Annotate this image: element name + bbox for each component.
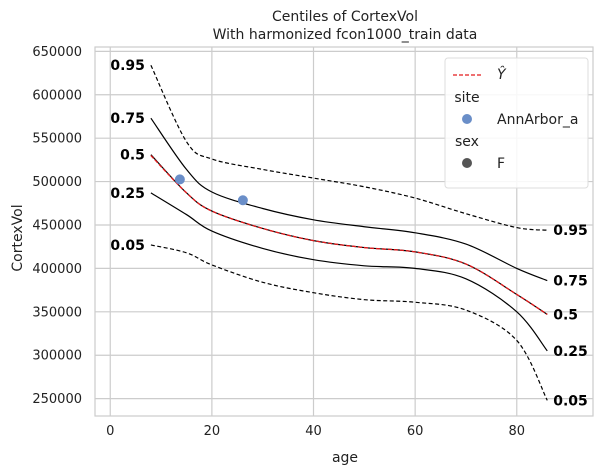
centile-label-right: 0.25 bbox=[553, 344, 588, 360]
centile-label-right: 0.5 bbox=[553, 307, 578, 323]
x-tick-label: 80 bbox=[509, 424, 526, 439]
legend-box bbox=[444, 57, 589, 189]
centile-line-0.05 bbox=[150, 244, 548, 401]
y-tick-label: 550000 bbox=[32, 132, 82, 147]
legend-sex-title: sex bbox=[455, 134, 479, 150]
y-tick-label: 600000 bbox=[32, 88, 82, 103]
chart-subtitle: With harmonized fcon1000_train data bbox=[213, 27, 478, 43]
y-tick-label: 350000 bbox=[32, 305, 82, 320]
legend: Ŷ site AnnArbor_a sex F bbox=[444, 57, 589, 189]
centile-label-right: 0.75 bbox=[553, 274, 588, 290]
y-tick-label: 450000 bbox=[32, 218, 82, 233]
centile-curves bbox=[150, 64, 548, 401]
centile-label-right: 0.95 bbox=[553, 223, 588, 239]
y-axis-label: CortexVol bbox=[10, 204, 26, 271]
y-tick-label: 300000 bbox=[32, 349, 82, 364]
centile-label-left: 0.95 bbox=[110, 58, 145, 74]
x-tick-label: 40 bbox=[305, 424, 322, 439]
chart-title: Centiles of CortexVol bbox=[272, 9, 418, 25]
legend-site-entry: AnnArbor_a bbox=[497, 112, 578, 128]
centile-label-left: 0.75 bbox=[110, 111, 145, 127]
legend-yhat-label: Ŷ bbox=[497, 65, 507, 83]
centile-line-0.25 bbox=[150, 192, 548, 352]
centile-labels: 0.95 0.75 0.5 0.25 0.05 0.95 0.75 0.5 0.25 0.05 bbox=[110, 58, 587, 409]
legend-sex-entry: F bbox=[497, 156, 505, 172]
data-point bbox=[237, 195, 248, 206]
centile-label-left: 0.5 bbox=[120, 148, 145, 164]
x-tick-label: 20 bbox=[204, 424, 221, 439]
y-tick-label: 650000 bbox=[32, 45, 82, 60]
centile-label-right: 0.05 bbox=[553, 393, 588, 409]
x-tick-label: 60 bbox=[407, 424, 424, 439]
prediction-line bbox=[150, 155, 548, 315]
x-tick-label: 0 bbox=[106, 424, 114, 439]
y-tick-label: 400000 bbox=[32, 262, 82, 277]
centile-label-left: 0.25 bbox=[110, 186, 145, 202]
data-points bbox=[174, 174, 248, 206]
plot-frame bbox=[94, 46, 594, 417]
centile-label-left: 0.05 bbox=[110, 238, 145, 254]
data-point bbox=[174, 174, 185, 185]
x-axis-label: age bbox=[332, 450, 358, 466]
legend-sex-marker bbox=[462, 158, 472, 168]
axis-ticks: 0 20 40 60 80 250000 300000 350000 400000 450000 5… bbox=[32, 45, 525, 439]
legend-site-title: site bbox=[454, 90, 479, 106]
y-tick-label: 500000 bbox=[32, 175, 82, 190]
centile-line-0.75 bbox=[150, 117, 548, 282]
y-tick-label: 250000 bbox=[32, 392, 82, 407]
legend-site-marker bbox=[462, 114, 472, 124]
